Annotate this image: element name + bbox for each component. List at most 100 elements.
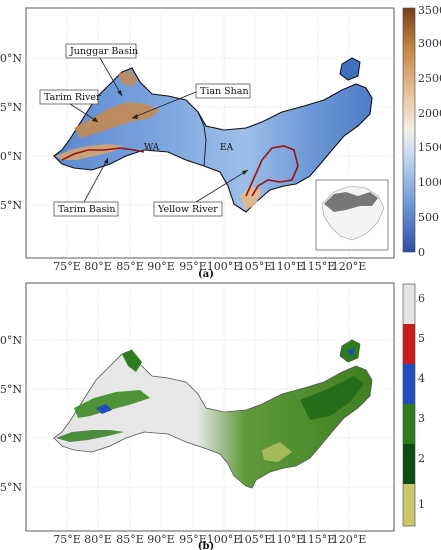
legend-swatch-2 bbox=[403, 444, 415, 484]
callout-tian-shan-arrowhead bbox=[132, 114, 138, 119]
callout-tian-shan-box bbox=[195, 83, 251, 99]
vegetation-strip-tarim bbox=[56, 430, 124, 442]
ea-region-label: EA bbox=[220, 143, 234, 153]
colorbar-tick-label: 0 bbox=[418, 246, 425, 259]
panel-a-label: (a) bbox=[198, 269, 214, 280]
callout-yellow-river-text: Yellow River bbox=[157, 204, 218, 215]
lon-tick-label: 95°E bbox=[179, 260, 207, 273]
callout-junggar-box bbox=[65, 43, 137, 59]
lon-tick-label: 95°E bbox=[179, 533, 207, 546]
callout-tarim-river-box bbox=[39, 89, 99, 105]
forest-patch-east bbox=[300, 376, 364, 420]
panel-a-lon-ticks: 75°E 80°E 85°E 90°E 95°E 100°E 105°E 110… bbox=[53, 260, 366, 273]
kunlun-mountains bbox=[56, 144, 124, 160]
lat-tick-label: 35°N bbox=[0, 481, 22, 494]
callout-tarim-basin-box bbox=[53, 201, 119, 217]
legend-tick-label: 4 bbox=[418, 372, 425, 385]
inset-china-map bbox=[315, 179, 389, 251]
vegetation-patch-tianshan bbox=[74, 390, 150, 418]
lat-tick-label: 35°N bbox=[0, 199, 22, 212]
legend-tick-label: 1 bbox=[418, 498, 425, 511]
yellow-river-line bbox=[245, 145, 299, 197]
lat-tick-label: 50°N bbox=[0, 334, 22, 347]
callout-tarim-river-text: Tarim River bbox=[44, 92, 101, 103]
legend-tick-label: 3 bbox=[418, 412, 425, 425]
panel-a: WA EA Junggar Basin Tarim River Tian Sha… bbox=[0, 4, 441, 280]
callout-yellow-river-box bbox=[153, 201, 223, 217]
callout-tarim-river-arrowhead bbox=[92, 117, 98, 122]
legend-swatch-5 bbox=[403, 324, 415, 364]
lon-tick-label: 110°E bbox=[270, 260, 305, 273]
callout-junggar-arrow bbox=[99, 57, 123, 97]
legend-swatch-4 bbox=[403, 364, 415, 404]
legend-swatch-6 bbox=[403, 284, 415, 324]
lon-tick-label: 85°E bbox=[116, 260, 144, 273]
panel-a-lat-ticks: 50°N 45°N 40°N 35°N bbox=[0, 52, 22, 212]
lon-tick-label: 80°E bbox=[84, 260, 112, 273]
colorbar-tick-label: 3000 bbox=[418, 37, 441, 50]
lon-tick-label: 115°E bbox=[301, 533, 336, 546]
lat-tick-label: 50°N bbox=[0, 52, 22, 65]
panel-b-lat-ticks: 50°N 45°N 40°N 35°N bbox=[0, 334, 22, 494]
callout-tarim-basin: Tarim Basin bbox=[53, 157, 119, 217]
lon-tick-label: 105°E bbox=[238, 533, 273, 546]
wa-ea-divider bbox=[197, 111, 207, 167]
eastern-highlands bbox=[240, 186, 262, 210]
colorbar-tick-label: 2500 bbox=[418, 72, 441, 85]
lon-tick-label: 100°E bbox=[207, 533, 242, 546]
lon-tick-label: 120°E bbox=[332, 533, 367, 546]
lon-tick-label: 115°E bbox=[301, 260, 336, 273]
callout-tarim-basin-text: Tarim Basin bbox=[58, 204, 116, 215]
callout-tian-shan-text: Tian Shan bbox=[200, 86, 249, 97]
callout-yellow-river: Yellow River bbox=[153, 169, 249, 217]
lon-tick-label: 90°E bbox=[147, 260, 175, 273]
lon-tick-label: 110°E bbox=[270, 533, 305, 546]
vegetation-patch-north bbox=[122, 350, 142, 372]
lon-tick-label: 75°E bbox=[53, 260, 81, 273]
lon-tick-label: 75°E bbox=[53, 533, 81, 546]
lat-tick-label: 45°N bbox=[0, 383, 22, 396]
legend-bar-border bbox=[402, 283, 416, 527]
callout-junggar-text: Junggar Basin bbox=[69, 46, 138, 57]
landcover-legend-bar: 6 5 4 3 2 1 bbox=[402, 283, 425, 527]
wa-region-label: WA bbox=[144, 143, 160, 153]
legend-tick-label: 2 bbox=[418, 452, 425, 465]
panel-b-label: (b) bbox=[198, 541, 214, 550]
colorbar-tick-label: 1500 bbox=[418, 141, 441, 154]
legend-tick-label: 6 bbox=[418, 292, 425, 305]
legend-swatch-1 bbox=[403, 484, 415, 526]
lon-tick-label: 90°E bbox=[147, 533, 175, 546]
lon-tick-label: 105°E bbox=[238, 260, 273, 273]
lon-tick-label: 85°E bbox=[116, 533, 144, 546]
callout-junggar-basin: Junggar Basin bbox=[65, 43, 138, 97]
inset-study-area bbox=[324, 192, 378, 212]
colorbar-tick-label: 1000 bbox=[418, 176, 441, 189]
northeast-detached-area bbox=[339, 57, 361, 81]
colorbar-tick-label: 500 bbox=[418, 211, 439, 224]
colorbar-tick-label: 2000 bbox=[418, 107, 441, 120]
cropland-patch-east bbox=[262, 442, 292, 462]
lat-tick-label: 40°N bbox=[0, 150, 22, 163]
legend-swatch-3 bbox=[403, 404, 415, 444]
northeast-water-patch bbox=[348, 348, 354, 355]
lat-tick-label: 40°N bbox=[0, 432, 22, 445]
legend-tick-label: 5 bbox=[418, 332, 425, 345]
callout-tarim-river-arrow bbox=[69, 103, 99, 123]
callout-tian-shan-arrow bbox=[131, 91, 197, 119]
callout-yellow-river-arrow bbox=[195, 169, 249, 203]
tarim-river-line bbox=[61, 147, 145, 161]
altai-mountains bbox=[118, 70, 138, 86]
callout-tian-shan: Tian Shan bbox=[131, 83, 251, 119]
callout-tarim-basin-arrow bbox=[83, 157, 109, 203]
callout-tarim-basin-arrowhead bbox=[104, 158, 108, 164]
callout-tarim-river: Tarim River bbox=[39, 89, 101, 123]
lon-tick-label: 120°E bbox=[332, 260, 367, 273]
callout-yellow-river-arrowhead bbox=[242, 170, 248, 175]
panel-b-lon-ticks: 75°E 80°E 85°E 90°E 95°E 100°E 105°E 110… bbox=[53, 533, 366, 546]
panel-b: 50°N 45°N 40°N 35°N 75°E 80°E 85°E 90°E … bbox=[0, 282, 425, 550]
callout-junggar-arrowhead bbox=[117, 90, 122, 96]
lat-tick-label: 45°N bbox=[0, 101, 22, 114]
